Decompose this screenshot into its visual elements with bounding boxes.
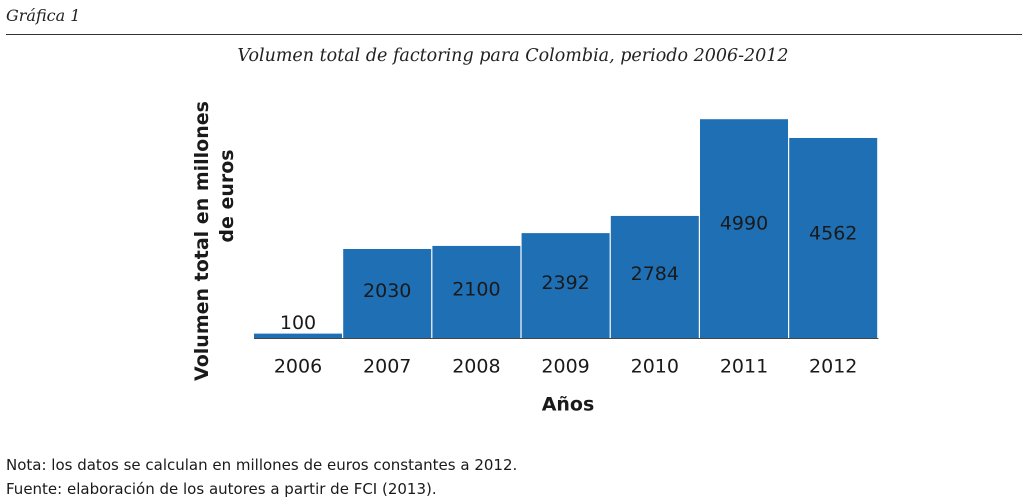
x-tick-label-2010: 2010 [631, 356, 679, 378]
x-tick-label-2008: 2008 [452, 356, 500, 378]
bar-2012 [789, 137, 878, 338]
data-label-2006: 100 [280, 312, 316, 334]
data-label-2011: 4990 [720, 213, 768, 235]
note-text: Nota: los datos se calculan en millones … [6, 456, 518, 474]
bar-2011 [700, 119, 788, 338]
x-axis-label: Años [542, 394, 595, 416]
x-tick-label-2006: 2006 [274, 356, 322, 378]
x-tick-label-2007: 2007 [363, 356, 411, 378]
bar-2010 [610, 215, 699, 338]
x-tick-label-2012: 2012 [809, 356, 857, 378]
y-axis-label-line: Volumen total en millones [191, 101, 213, 381]
chart-title: Volumen total de factoring para Colombia… [237, 46, 789, 66]
bar-2006 [254, 333, 342, 338]
bar-2009 [521, 233, 610, 338]
data-label-2012: 4562 [809, 222, 857, 244]
x-tick-label-2009: 2009 [541, 356, 589, 378]
data-label-2010: 2784 [631, 263, 679, 285]
bar-chart: 100 2006 2030 2007 2100 2008 2392 2009 2784 2010 4… [191, 101, 879, 416]
y-axis-label-line: de euros [216, 149, 238, 242]
figure-label: Gráfica 1 [6, 6, 81, 25]
data-label-2009: 2392 [541, 272, 589, 294]
data-label-2007: 2030 [363, 280, 411, 302]
bar-2007 [343, 248, 432, 338]
y-axis-label: Volumen total en millones de euros [191, 101, 238, 381]
data-label-2008: 2100 [452, 279, 500, 301]
header-rule [6, 34, 1022, 35]
source-text: Fuente: elaboración de los autores a par… [6, 480, 437, 498]
bar-2008 [432, 245, 521, 338]
x-tick-label-2011: 2011 [720, 356, 768, 378]
